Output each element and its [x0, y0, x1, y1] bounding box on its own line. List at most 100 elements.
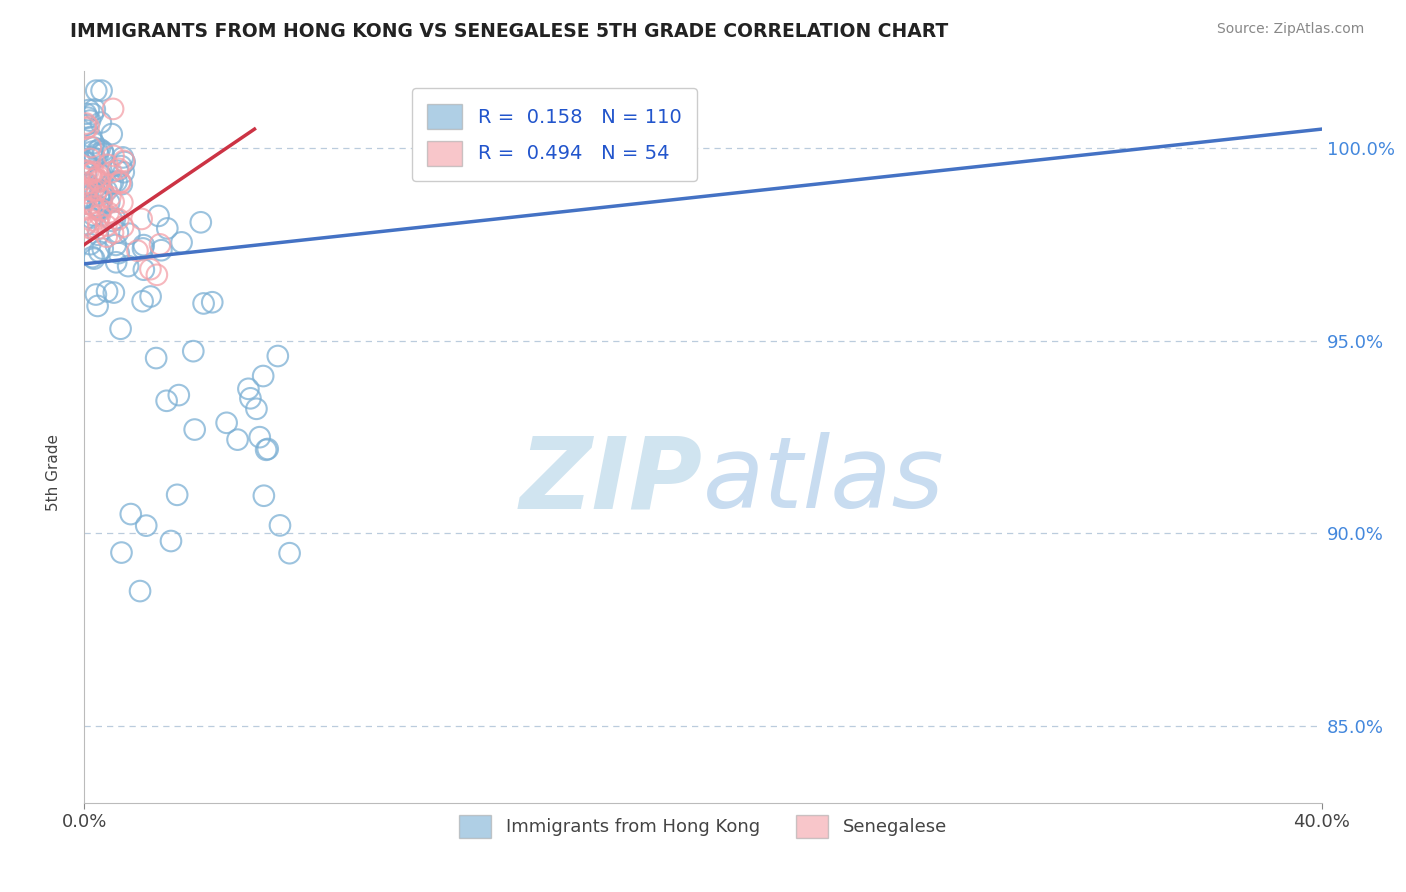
Point [89, 244, 111, 259]
Point [249, 430, 271, 444]
Point [103, 194, 125, 209]
Point [112, 165, 135, 179]
Point [84, 287, 107, 301]
Point [149, 237, 172, 252]
Point [77, 120, 100, 134]
Point [132, 238, 155, 252]
Point [79, 181, 101, 195]
Point [82, 250, 104, 264]
Point [190, 215, 212, 229]
Point [100, 165, 122, 179]
Point [83, 136, 105, 150]
Point [254, 442, 277, 457]
Point [87, 227, 110, 242]
Point [104, 238, 127, 252]
Point [145, 351, 167, 365]
Point [82, 140, 104, 154]
Point [117, 259, 139, 273]
Point [183, 423, 205, 437]
Point [75, 116, 97, 130]
Point [100, 178, 122, 192]
Point [77, 178, 100, 193]
Point [87, 173, 110, 187]
Point [156, 221, 179, 235]
Point [112, 219, 135, 234]
Point [131, 294, 153, 309]
Point [101, 176, 124, 190]
Point [75, 189, 97, 203]
Point [75, 218, 97, 232]
Point [83, 208, 105, 222]
Point [166, 488, 188, 502]
Point [226, 433, 249, 447]
Point [107, 246, 129, 260]
Point [98, 190, 121, 204]
Point [156, 393, 179, 408]
Point [127, 244, 149, 258]
Point [91, 144, 114, 158]
Point [84, 84, 107, 98]
Point [75, 190, 97, 204]
Point [89, 142, 111, 156]
Point [146, 268, 169, 282]
Point [84, 152, 107, 166]
Point [110, 159, 132, 173]
Point [100, 127, 122, 141]
Point [76, 155, 98, 169]
Point [256, 442, 278, 456]
Point [76, 182, 98, 196]
Point [101, 226, 124, 240]
Point [267, 349, 290, 363]
Point [107, 212, 129, 227]
Point [90, 184, 112, 198]
Point [83, 199, 105, 213]
Point [75, 121, 97, 136]
Point [150, 244, 173, 258]
Point [167, 388, 190, 402]
Point [77, 178, 100, 192]
Text: Source: ZipAtlas.com: Source: ZipAtlas.com [1216, 22, 1364, 37]
Point [86, 183, 108, 197]
Text: atlas: atlas [703, 433, 945, 530]
Point [79, 152, 101, 166]
Point [139, 262, 162, 277]
Point [77, 103, 100, 117]
Text: ZIP: ZIP [520, 433, 703, 530]
Point [110, 545, 132, 559]
Point [87, 188, 110, 202]
Legend: Immigrants from Hong Kong, Senegalese: Immigrants from Hong Kong, Senegalese [451, 807, 955, 845]
Point [96, 158, 118, 172]
Point [129, 584, 152, 599]
Point [201, 295, 224, 310]
Point [82, 145, 104, 159]
Point [86, 144, 108, 158]
Point [86, 222, 108, 236]
Point [193, 296, 215, 310]
Point [245, 401, 267, 416]
Point [86, 299, 108, 313]
Point [253, 489, 276, 503]
Point [80, 220, 103, 235]
Point [90, 84, 112, 98]
Point [215, 416, 238, 430]
Point [110, 322, 132, 336]
Point [90, 194, 112, 208]
Point [82, 152, 104, 166]
Point [77, 220, 100, 235]
Point [90, 115, 112, 129]
Point [84, 187, 107, 202]
Point [170, 235, 193, 250]
Text: IMMIGRANTS FROM HONG KONG VS SENEGALESE 5TH GRADE CORRELATION CHART: IMMIGRANTS FROM HONG KONG VS SENEGALESE … [70, 22, 949, 41]
Point [89, 209, 111, 223]
Point [97, 206, 120, 220]
Point [82, 183, 104, 197]
Point [120, 507, 142, 521]
Point [76, 111, 98, 125]
Point [89, 202, 111, 217]
Point [96, 285, 118, 299]
Point [79, 166, 101, 180]
Point [80, 140, 103, 154]
Point [76, 193, 98, 207]
Point [80, 196, 103, 211]
Point [75, 166, 97, 180]
